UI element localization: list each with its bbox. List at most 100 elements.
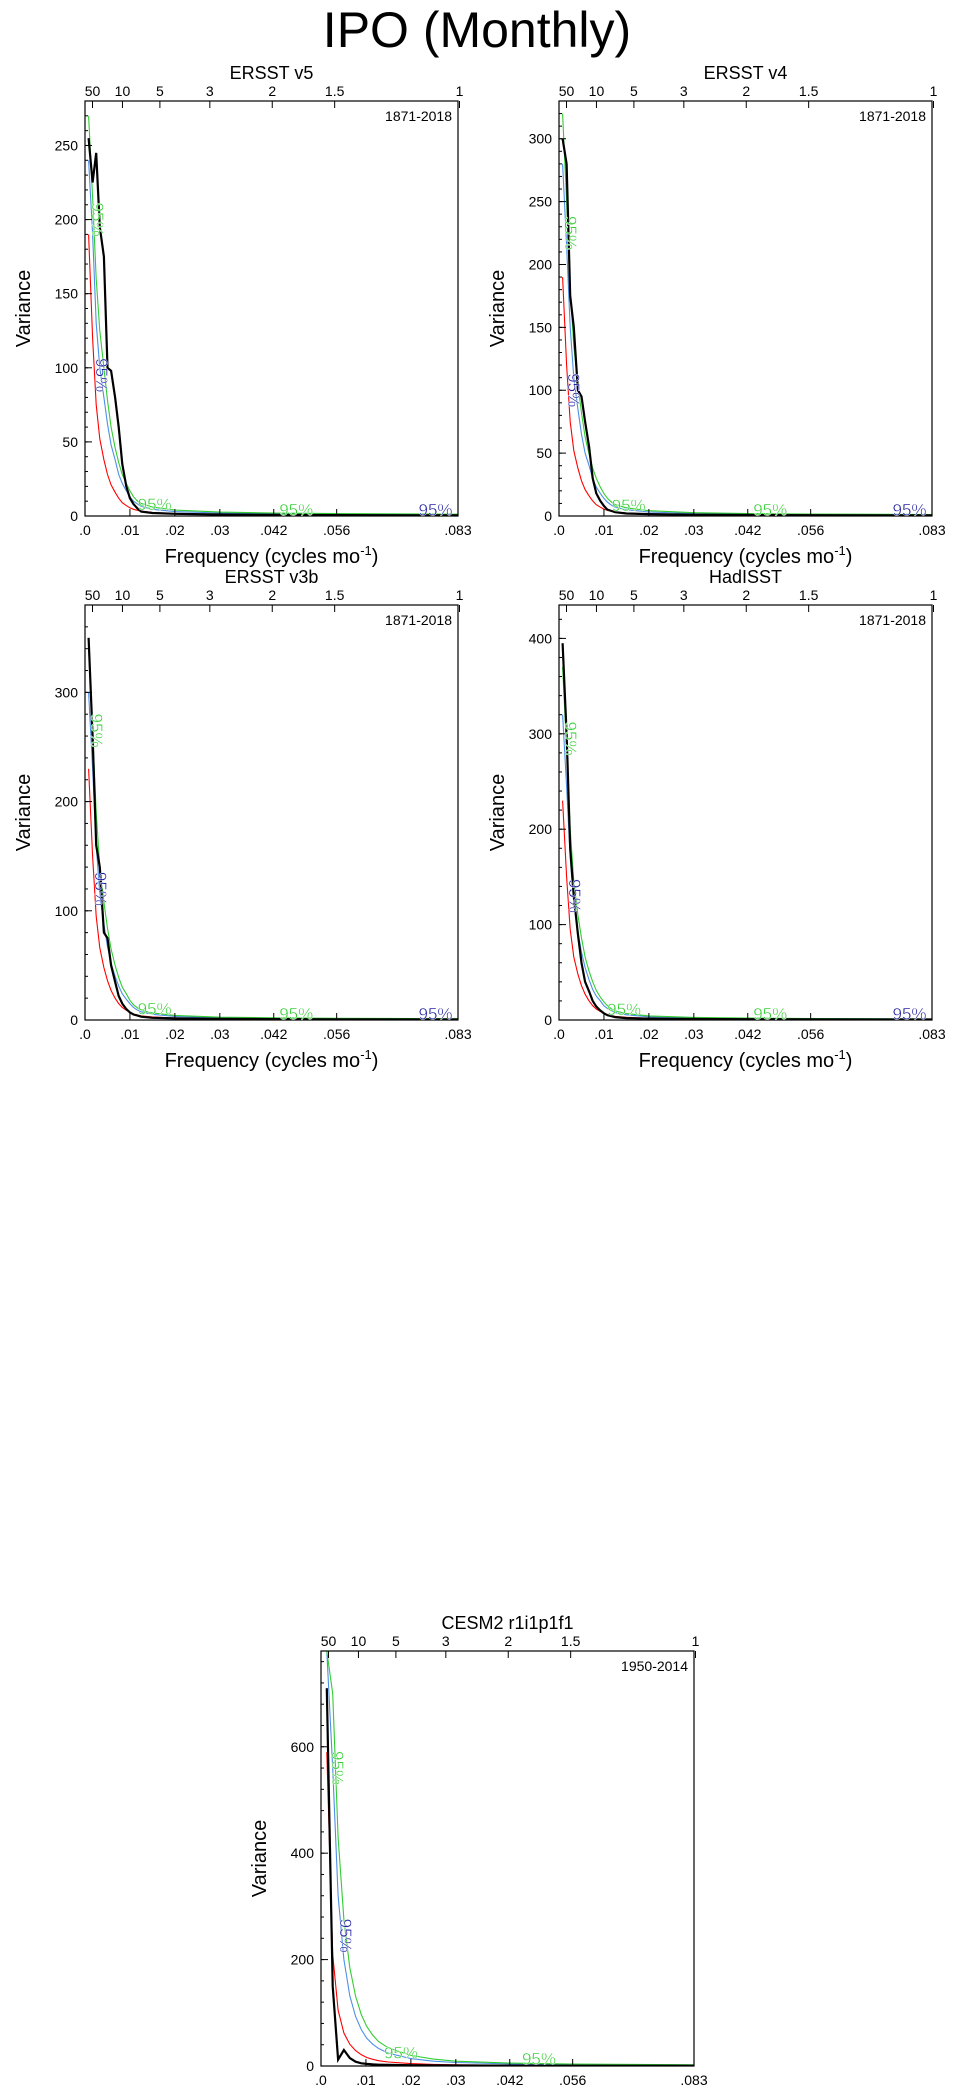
series-line-3 (88, 115, 458, 515)
significance-label: 95% (279, 500, 313, 519)
x-tick-label: .03 (446, 2072, 466, 2088)
top-tick-label: 10 (589, 587, 605, 603)
series-line-2 (562, 714, 932, 1020)
y-tick-label: 150 (55, 286, 79, 302)
x-tick-label: .0 (553, 522, 565, 538)
x-tick-label: .056 (797, 522, 824, 538)
y-tick-label: 0 (306, 2058, 314, 2074)
x-tick-label: .0 (79, 522, 91, 538)
series-line-0 (561, 138, 932, 516)
x-tick-label: .03 (684, 1026, 704, 1042)
x-tick-label: .0 (315, 2072, 327, 2088)
significance-label: 95% (88, 203, 107, 237)
x-tick-label: .01 (356, 2072, 376, 2088)
x-tick-label: .083 (680, 2072, 707, 2088)
y-tick-label: 250 (55, 137, 79, 153)
x-tick-label: .01 (594, 522, 614, 538)
plot-frame (84, 604, 459, 1021)
y-tick-label: 50 (62, 434, 78, 450)
top-tick-label: 50 (85, 83, 101, 99)
y-tick-label: 50 (536, 445, 552, 461)
y-tick-label: 0 (544, 508, 552, 524)
top-tick-label: 5 (630, 83, 638, 99)
period-label: 1871-2018 (385, 108, 452, 124)
x-tick-label: .01 (120, 522, 140, 538)
top-tick-label: 10 (351, 1633, 367, 1649)
panel-title-cesm2: CESM2 r1i1p1f1 (441, 1613, 573, 1633)
x-tick-label: .03 (684, 522, 704, 538)
y-tick-label: 200 (291, 1952, 315, 1968)
plot-frame (558, 604, 933, 1021)
y-tick-label: 400 (529, 630, 553, 646)
top-tick-label: 1.5 (799, 83, 819, 99)
significance-label: 95% (893, 1005, 927, 1024)
panel-title-ersst-v3b: ERSST v3b (225, 567, 319, 587)
top-tick-label: 1.5 (799, 587, 819, 603)
period-label: 1871-2018 (859, 108, 926, 124)
top-tick-label: 50 (559, 587, 575, 603)
y-axis-label: Variance (487, 774, 509, 851)
x-tick-label: .042 (734, 522, 761, 538)
period-label: 1871-2018 (859, 612, 926, 628)
series-line-1 (562, 277, 932, 516)
series-group (87, 115, 458, 516)
plot-frame (320, 1650, 695, 2067)
x-tick-label: .0 (79, 1026, 91, 1042)
y-tick-label: 0 (70, 508, 78, 524)
series-group (87, 637, 458, 1020)
top-tick-label: 1.5 (325, 587, 345, 603)
x-tick-label: .083 (444, 522, 471, 538)
x-tick-label: .056 (323, 522, 350, 538)
significance-label: 95% (753, 1005, 787, 1024)
series-line-1 (326, 1752, 694, 2066)
series-line-2 (88, 160, 458, 516)
y-tick-label: 200 (529, 821, 553, 837)
y-axis-label: Variance (13, 774, 35, 851)
y-tick-label: 100 (55, 360, 79, 376)
period-label: 1950-2014 (621, 1658, 688, 1674)
x-tick-label: .01 (594, 1026, 614, 1042)
top-tick-label: 1 (930, 587, 938, 603)
top-tick-label: 10 (115, 83, 131, 99)
series-line-3 (326, 1651, 694, 2066)
significance-label: 95% (92, 358, 111, 392)
x-tick-label: .02 (639, 1026, 659, 1042)
top-tick-label: 50 (85, 587, 101, 603)
y-tick-label: 600 (291, 1739, 315, 1755)
period-label: 1871-2018 (385, 612, 452, 628)
panel-title-hadisst: HadISST (709, 567, 782, 587)
top-tick-label: 1 (456, 83, 464, 99)
series-group (561, 643, 932, 1020)
series-line-1 (562, 800, 932, 1020)
significance-label: 95% (561, 216, 580, 250)
series-line-1 (88, 234, 458, 516)
x-tick-label: .0 (553, 1026, 565, 1042)
x-tick-label: .03 (210, 1026, 230, 1042)
x-tick-label: .056 (559, 2072, 586, 2088)
series-line-0 (87, 138, 458, 516)
top-tick-label: 10 (115, 587, 131, 603)
y-tick-label: 0 (544, 1012, 552, 1028)
top-tick-label: 3 (680, 83, 688, 99)
series-line-3 (88, 648, 458, 1020)
x-tick-label: .083 (444, 1026, 471, 1042)
x-tick-label: .03 (210, 522, 230, 538)
y-tick-label: 100 (529, 382, 553, 398)
top-tick-label: 3 (442, 1633, 450, 1649)
y-tick-label: 300 (55, 684, 79, 700)
y-tick-label: 200 (55, 794, 79, 810)
x-tick-label: .056 (323, 1026, 350, 1042)
y-tick-label: 250 (529, 194, 553, 210)
y-tick-label: 100 (529, 917, 553, 933)
series-line-0 (325, 1688, 694, 2066)
top-tick-label: 3 (206, 83, 214, 99)
significance-label: 95% (138, 1000, 172, 1019)
top-tick-label: 5 (156, 83, 164, 99)
series-line-3 (562, 666, 932, 1020)
plot-frame (84, 100, 459, 517)
significance-label: 95% (753, 500, 787, 519)
series-line-2 (326, 1651, 694, 2066)
